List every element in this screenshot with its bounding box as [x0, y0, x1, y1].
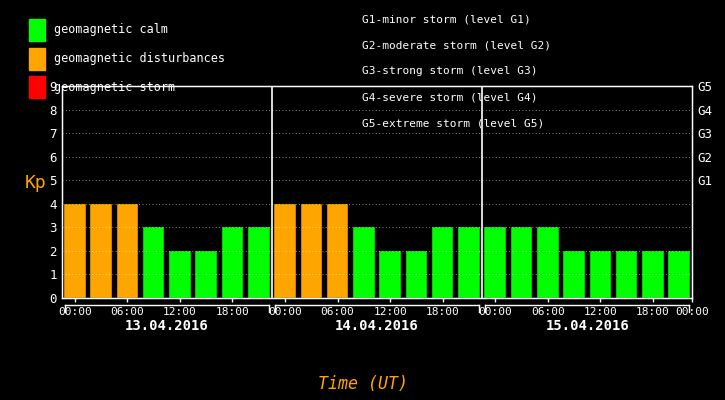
- Text: geomagnetic disturbances: geomagnetic disturbances: [54, 52, 225, 65]
- Text: geomagnetic calm: geomagnetic calm: [54, 23, 167, 36]
- Bar: [668, 251, 690, 298]
- Bar: [117, 204, 138, 298]
- Bar: [406, 251, 427, 298]
- Bar: [511, 227, 532, 298]
- Text: 13.04.2016: 13.04.2016: [125, 319, 209, 333]
- Bar: [537, 227, 558, 298]
- Bar: [563, 251, 585, 298]
- Bar: [458, 227, 480, 298]
- Bar: [327, 204, 348, 298]
- Bar: [379, 251, 401, 298]
- Text: Time (UT): Time (UT): [318, 375, 407, 393]
- Y-axis label: Kp: Kp: [25, 174, 46, 192]
- Text: G1-minor storm (level G1): G1-minor storm (level G1): [362, 14, 531, 24]
- Text: 15.04.2016: 15.04.2016: [545, 319, 629, 333]
- Text: geomagnetic storm: geomagnetic storm: [54, 81, 175, 94]
- Text: 14.04.2016: 14.04.2016: [335, 319, 419, 333]
- Text: G5-extreme storm (level G5): G5-extreme storm (level G5): [362, 118, 544, 128]
- Text: G4-severe storm (level G4): G4-severe storm (level G4): [362, 92, 538, 102]
- Bar: [616, 251, 637, 298]
- Bar: [301, 204, 322, 298]
- Text: G3-strong storm (level G3): G3-strong storm (level G3): [362, 66, 538, 76]
- Bar: [274, 204, 296, 298]
- Bar: [169, 251, 191, 298]
- Bar: [353, 227, 375, 298]
- Bar: [143, 227, 165, 298]
- Text: G2-moderate storm (level G2): G2-moderate storm (level G2): [362, 40, 552, 50]
- Bar: [248, 227, 270, 298]
- Bar: [222, 227, 243, 298]
- Bar: [432, 227, 453, 298]
- Bar: [589, 251, 611, 298]
- Bar: [484, 227, 506, 298]
- Bar: [64, 204, 86, 298]
- Bar: [642, 251, 663, 298]
- Bar: [91, 204, 112, 298]
- Bar: [196, 251, 217, 298]
